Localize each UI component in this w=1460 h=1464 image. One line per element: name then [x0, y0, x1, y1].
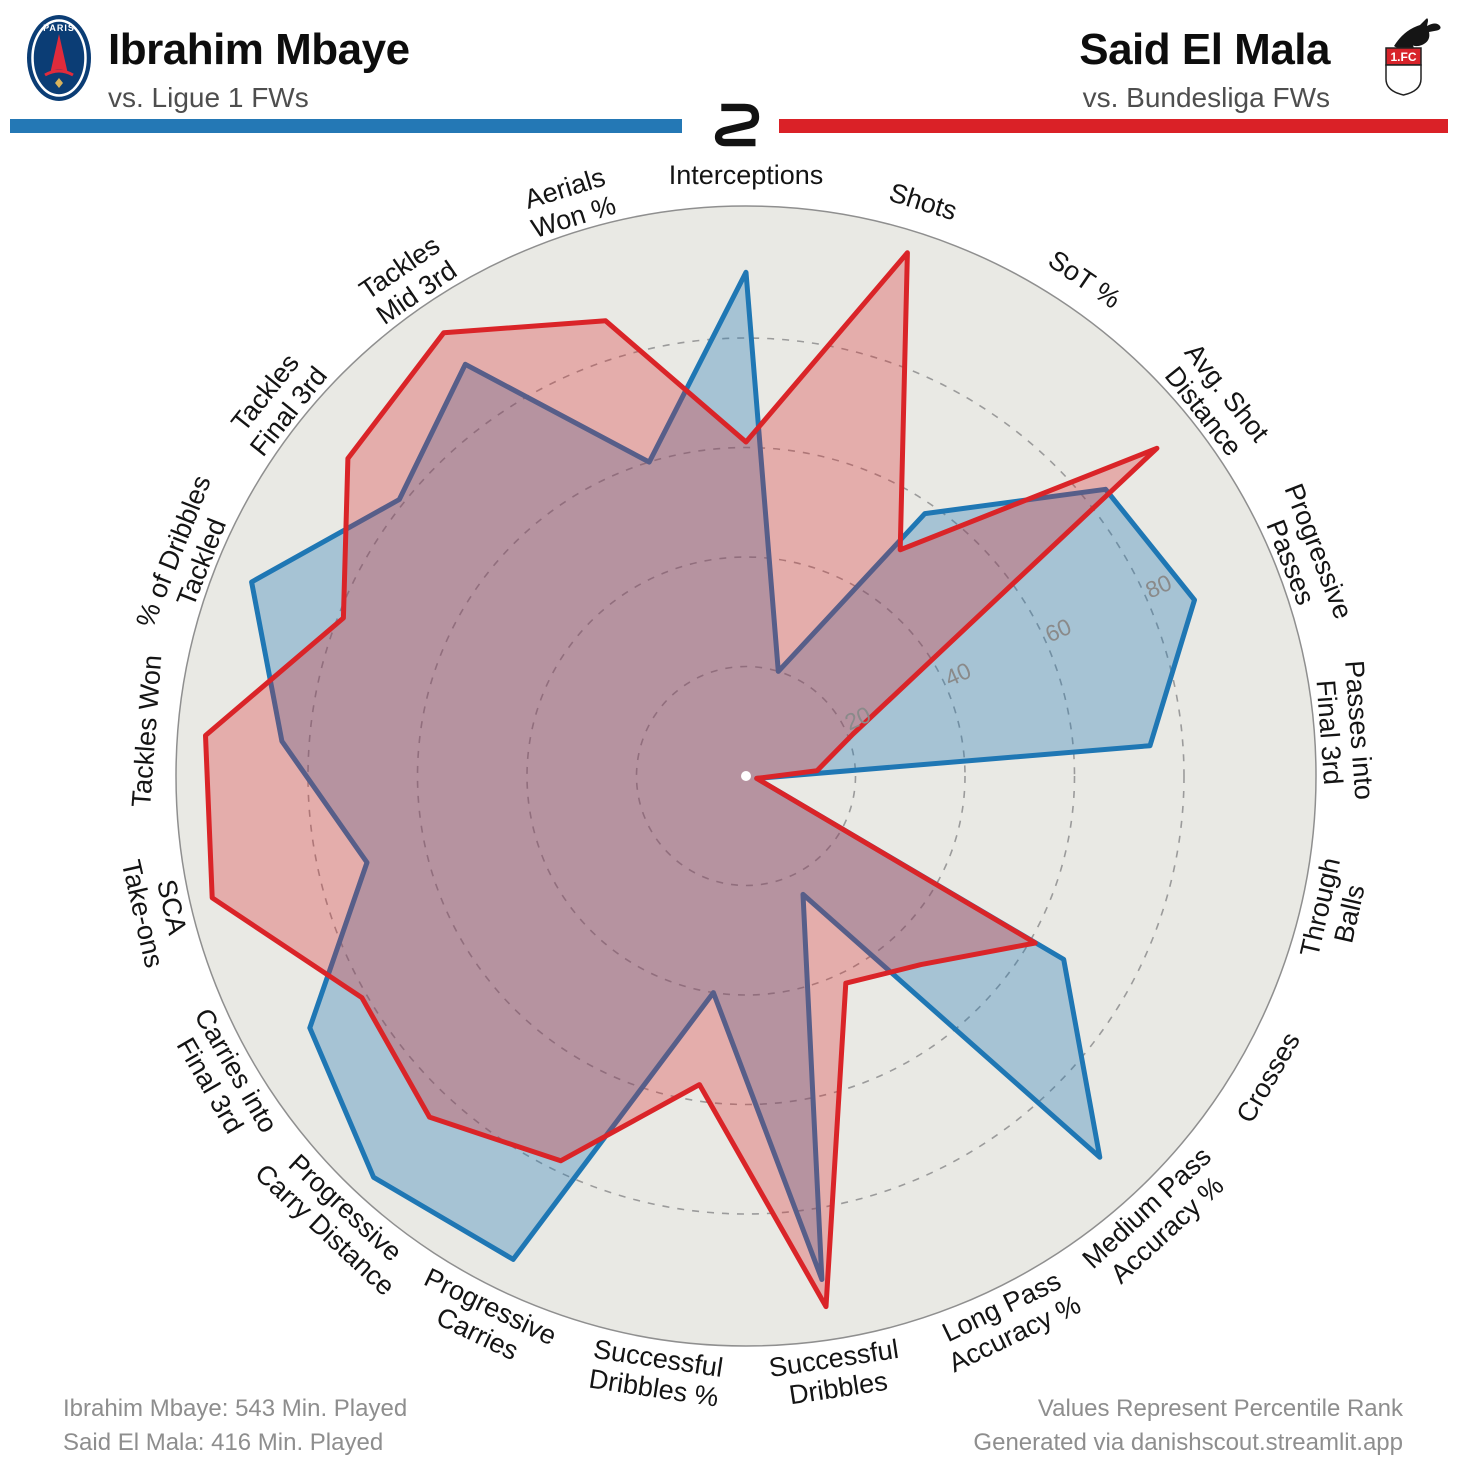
- footer-minutes-left-player: Ibrahim Mbaye: 543 Min. Played: [63, 1395, 408, 1422]
- grid-ring-40: [526, 556, 966, 996]
- danishscout-logo: [712, 101, 762, 154]
- axis-label-successful-dribbles-: SuccessfulDribbles %: [587, 1334, 725, 1413]
- footer-note-percentile: Values Represent Percentile Rank: [1037, 1395, 1403, 1422]
- grid-ring-60: [416, 446, 1076, 1106]
- center-marker: [741, 771, 751, 781]
- psg-crest-text: PARIS: [43, 23, 75, 33]
- footer-minutes-right-player: Said El Mala: 416 Min. Played: [63, 1429, 384, 1456]
- right-player-subtitle: vs. Bundesliga FWs: [1082, 82, 1330, 113]
- right-team-color-bar: [779, 119, 1448, 133]
- series-polygon-said-el-mala: [203, 250, 1160, 1310]
- axis-label-interceptions: Interceptions: [669, 160, 824, 190]
- axis-label-shots: Shots: [886, 177, 961, 226]
- grid-ring-20: [635, 665, 857, 887]
- psg-eiffel-shape: [50, 34, 68, 72]
- grid-ring-80: [307, 337, 1185, 1215]
- koln-crest-text: 1.FC: [1390, 50, 1416, 64]
- axis-label-tackles-won: Tackles Won: [126, 654, 167, 808]
- left-player-subtitle: vs. Ligue 1 FWs: [108, 82, 309, 113]
- koln-goat-shape: [1394, 18, 1441, 54]
- danishscout-monogram-path: [714, 103, 760, 147]
- axis-label-successful-dribbles: SuccessfulDribbles: [767, 1334, 905, 1413]
- left-player-name: Ibrahim Mbaye: [108, 25, 410, 74]
- koln-badge: 1.FC: [1385, 47, 1422, 96]
- psg-crest: PARIS: [26, 14, 92, 107]
- right-player-name: Said El Mala: [1079, 25, 1330, 74]
- footer-note-generated: Generated via danishscout.streamlit.app: [973, 1429, 1403, 1456]
- axis-label-passes-into-final-3rd: Passes intoFinal 3rd: [1309, 659, 1379, 803]
- left-team-color-bar: [10, 119, 682, 133]
- psg-fleur-shape: [55, 78, 63, 88]
- fc-koln-crest: 1.FC: [1384, 18, 1448, 103]
